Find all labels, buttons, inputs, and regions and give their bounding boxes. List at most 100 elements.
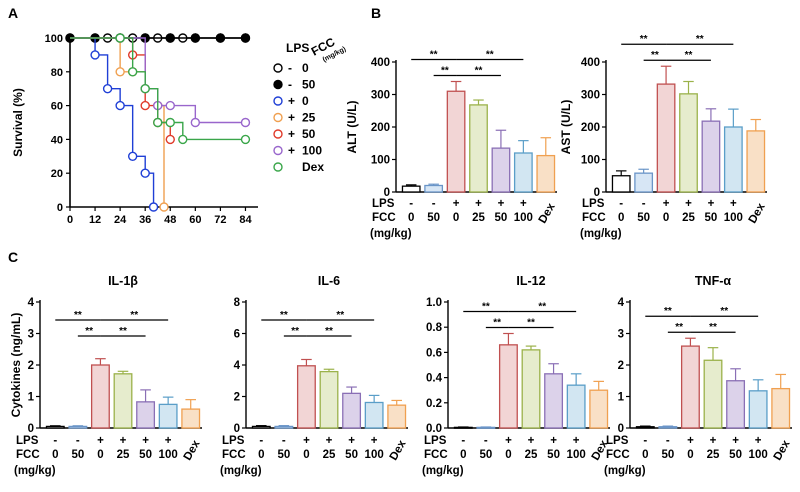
tnfa-fcc-label: FCC xyxy=(606,449,630,461)
survival-x-tick-label: 48 xyxy=(164,214,176,226)
ast-y-tick-label: 300 xyxy=(581,90,600,102)
alt-y-axis-label: ALT (U/L) xyxy=(345,100,359,153)
il6-bar xyxy=(274,425,294,429)
legend-lps-header: LPS xyxy=(286,41,309,55)
il6-lps-value: - xyxy=(282,435,286,447)
survival-point xyxy=(115,100,125,111)
il1b-significance-label: ** xyxy=(130,310,138,321)
survival-point xyxy=(165,33,175,43)
alt-bar xyxy=(469,104,488,193)
alt-significance-label: ** xyxy=(486,50,494,61)
il12-fcc-value: 50 xyxy=(547,449,560,461)
tnfa-fcc-value: 50 xyxy=(729,449,742,461)
il1b-fcc-value: 50 xyxy=(139,449,152,461)
il1b-fcc-label: FCC xyxy=(16,449,40,461)
alt-y-tick-label: 100 xyxy=(371,155,390,167)
survival-line-3 xyxy=(70,37,165,207)
il6-unit-label: (mg/kg) xyxy=(220,465,262,477)
il1b-fcc-value: 0 xyxy=(97,449,103,461)
ast-lps-value: + xyxy=(708,198,715,210)
alt-significance-label: ** xyxy=(475,66,483,77)
alt-fcc-value: 25 xyxy=(472,212,485,224)
survival-y-tick-label: 20 xyxy=(51,168,63,180)
tnfa-significance-label: ** xyxy=(720,306,728,317)
legend-fcc-value: Dex xyxy=(302,160,324,174)
il6-y-tick-label: 4 xyxy=(234,360,241,372)
il12-lps-value: + xyxy=(573,435,580,447)
tnfa-y-tick-label: 2 xyxy=(618,360,624,372)
ast-lps-value: + xyxy=(663,198,670,210)
il6-bar xyxy=(387,404,407,429)
alt-lps-value: - xyxy=(432,198,436,210)
il12-title: IL-12 xyxy=(516,274,545,288)
panel-label-c: C xyxy=(8,249,18,265)
survival-line-2 xyxy=(70,37,155,207)
tnfa-lps-label: LPS xyxy=(606,435,629,447)
il1b-dex-label: Dex xyxy=(182,438,203,463)
alt-fcc-value: 100 xyxy=(514,212,533,224)
alt-y-tick-label: 0 xyxy=(384,187,390,199)
il6-fcc-value: 50 xyxy=(277,449,290,461)
il6-fcc-value: 25 xyxy=(323,449,336,461)
il1b-y-axis-label: Cytokines (ng/mL) xyxy=(9,313,23,418)
alt-bar xyxy=(513,152,533,193)
survival-x-tick-label: 0 xyxy=(67,214,73,226)
survival-point xyxy=(127,67,138,77)
il12-lps-value: + xyxy=(505,435,512,447)
il6-y-tick-label: 8 xyxy=(234,297,241,309)
tnfa-dex-label: Dex xyxy=(772,438,793,463)
il1b-bar xyxy=(181,408,201,429)
il12-significance-label: ** xyxy=(527,318,535,329)
tnfa-bar xyxy=(703,359,723,429)
survival-point xyxy=(115,67,125,77)
legend-marker xyxy=(273,79,283,90)
survival-y-tick-label: 60 xyxy=(51,101,63,113)
il6-fcc-value: 50 xyxy=(345,449,358,461)
legend-marker xyxy=(273,145,283,156)
tnfa-lps-value: + xyxy=(710,435,717,447)
il12-fcc-label: FCC xyxy=(424,449,448,461)
tnfa-bar xyxy=(726,380,746,429)
il6-bar xyxy=(319,370,339,429)
il6-significance-label: ** xyxy=(325,326,333,337)
survival-point xyxy=(215,33,226,43)
legend-fcc-value: 50 xyxy=(302,127,316,141)
il1b-unit-label: (mg/kg) xyxy=(14,465,56,477)
tnfa-y-tick-label: 1 xyxy=(618,392,625,404)
survival-point xyxy=(178,134,188,145)
alt-dex-label: Dex xyxy=(537,201,558,226)
il12-lps-value: + xyxy=(550,435,557,447)
legend-lps-value: - xyxy=(288,61,292,75)
il12-y-tick-label: 0.6 xyxy=(426,347,442,359)
il6-bar xyxy=(364,401,384,429)
tnfa-unit-label: (mg/kg) xyxy=(604,465,646,477)
il6-lps-label: LPS xyxy=(222,435,245,447)
il12-significance-label: ** xyxy=(482,302,490,313)
tnfa-fcc-value: 100 xyxy=(749,449,768,461)
ast-y-tick-label: 0 xyxy=(594,187,600,199)
alt-lps-label: LPS xyxy=(372,198,395,210)
ast-significance-label: ** xyxy=(685,50,693,61)
il12-lps-value: + xyxy=(528,435,535,447)
il6-lps-value: + xyxy=(326,435,333,447)
survival-y-tick-label: 40 xyxy=(51,134,63,146)
alt-fcc-value: 0 xyxy=(408,212,414,224)
il1b-lps-label: LPS xyxy=(16,435,39,447)
survival-chart: 0 12 24 36 48 60 72 84 0 20 40 60 80 100 Survival (%) L… xyxy=(11,33,347,226)
il1b-bar xyxy=(90,364,110,429)
survival-point xyxy=(140,100,150,111)
survival-point xyxy=(190,33,201,43)
il12-fcc-value: 100 xyxy=(567,449,586,461)
il6-y-tick-label: 0 xyxy=(234,423,240,435)
tnfa-lps-value: + xyxy=(755,435,762,447)
il12-lps-label: LPS xyxy=(424,435,447,447)
ast-fcc-value: 50 xyxy=(637,212,650,224)
survival-x-tick-label: 60 xyxy=(189,214,201,226)
il12-lps-value: - xyxy=(461,435,465,447)
alt-unit-label: (mg/kg) xyxy=(370,228,412,240)
